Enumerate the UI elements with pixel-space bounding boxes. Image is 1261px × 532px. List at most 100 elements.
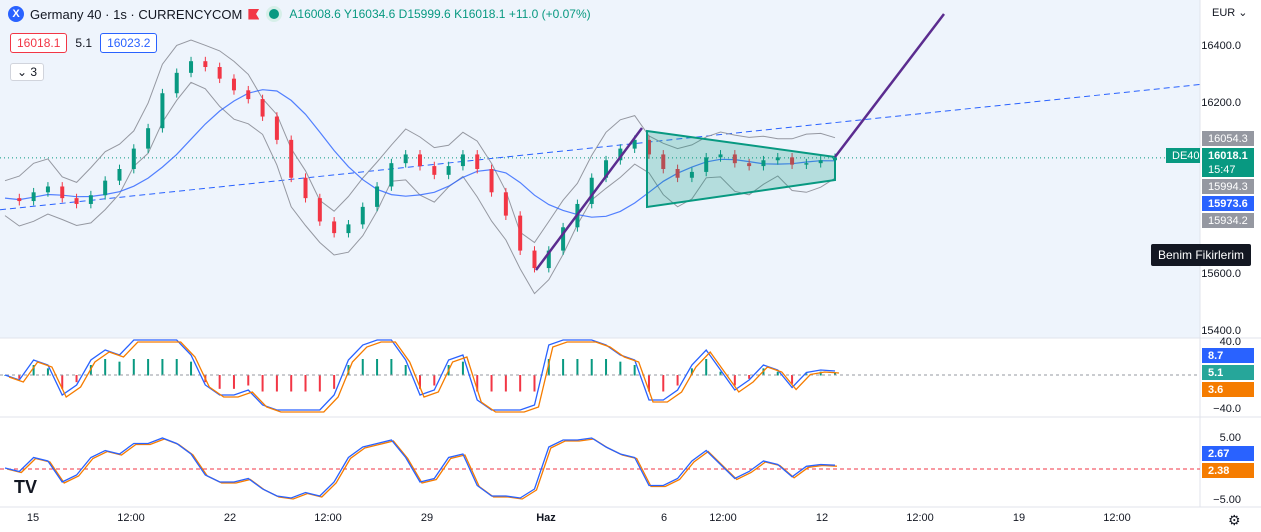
macd-hist-bar [190,361,193,376]
macd-hist-bar [791,375,794,384]
macd-hist-bar [390,359,393,376]
candle-body [31,192,36,202]
macd-hist-bar [662,375,665,392]
candle-body [317,198,322,222]
time-label: 15 [26,512,40,524]
candle-body [532,250,537,269]
macd-hist-bar [290,375,293,392]
symbol-logo-icon: X [8,6,24,22]
candle-body [675,169,680,178]
macd-hist-bar [333,375,336,389]
candle-body [117,169,122,181]
macd-hist-bar [404,365,407,376]
macd-pane [0,338,1200,417]
macd-tick-top: 40.0 [1219,336,1241,348]
time-label: 12 [815,512,829,524]
candle-body [761,160,766,167]
macd-hist-bar [147,359,150,376]
candle-body [274,116,279,140]
macd-hist-bar [705,359,708,376]
macd-hist-bar [562,359,565,376]
ohlc-values: A16008.6 Y16034.6 D15999.6 K16018.1 +11.… [289,7,591,21]
macd-hist-bar [304,375,307,392]
upper-band-line [4,39,836,244]
last-price-tag: 16018.1 [1202,148,1254,163]
chevron-down-icon: ⌄ [17,65,28,79]
candle-body [60,186,65,199]
candle-body [775,157,780,161]
macd-hist-bar [433,375,436,386]
candle-body [375,186,380,207]
bid-price-box[interactable]: 16018.1 [10,33,68,53]
candle-body [718,154,723,158]
oscillator-pane [0,417,1200,507]
candle-body [503,192,508,216]
countdown-tag: 15:47 [1202,162,1254,177]
macd-hist-bar [719,371,722,376]
candle-body [646,139,651,155]
purple-trend-line [534,127,644,271]
macd-hist-bar [476,375,479,392]
macd-hist-bar [834,372,836,376]
macd-hist-bar [576,359,579,376]
symbol-legend[interactable]: X Germany 40 · 1s · CURRENCYCOM A16008.6… [8,6,591,22]
indicators-count: 3 [30,65,38,79]
time-label: 29 [420,512,434,524]
macd-hist-bar [275,375,278,392]
macd-hist-bar [118,361,121,376]
symbol-title[interactable]: Germany 40 · 1s · CURRENCYCOM [30,6,243,22]
candle-body [160,93,165,129]
candle-body [303,177,308,199]
candle-body [818,160,823,164]
upper-band-tag: 16054.3 [1202,131,1254,146]
candle-body [518,215,523,251]
gear-icon[interactable]: ⚙ [1228,512,1241,528]
candle-body [174,72,179,94]
candle-body [289,139,294,178]
bid-ask-row: 16018.1 5.1 16023.2 [10,33,158,53]
macd-hist-bar [318,375,321,392]
tradingview-logo[interactable]: TV [14,477,38,497]
macd-hist-bar [419,375,421,389]
candle-body [246,90,251,100]
candle-body [489,169,494,193]
candle-body [146,128,151,149]
candle-body [689,171,694,178]
ask-price-box[interactable]: 16023.2 [100,33,158,53]
macd-hist-bar [490,375,493,392]
macd-hist-bar [132,359,135,376]
macd-hist-bar [75,375,78,383]
candle-body [17,198,22,202]
candle-body [74,198,79,204]
osc-tick-bottom: −5.00 [1213,494,1241,506]
macd-hist-bar [361,359,364,376]
macd-hist-bar [247,375,250,386]
time-label: 12:00 [906,512,934,524]
indicators-toggle[interactable]: ⌄ 3 [10,63,45,81]
candle-body [260,99,265,117]
macd-hist-bar [676,375,679,386]
candle-body [346,224,351,234]
macd-hist-bar [748,375,751,379]
candle-body [460,154,465,167]
candle-body [632,139,637,149]
macd-hist-bar [776,371,779,376]
macd-hist-bar [61,375,64,389]
macd-hist-bar [461,361,464,376]
price-pane [0,0,1200,338]
moving-average-line [4,89,836,218]
candle-body [231,78,236,91]
lower-band-tag: 15934.2 [1202,213,1254,228]
macd-hist-bar [819,371,822,376]
currency-selector[interactable]: EUR ⌄ [1212,7,1248,19]
macd-hist-bar [547,359,550,376]
candle-body [88,195,93,204]
macd-tick-bottom: −40.0 [1213,403,1241,415]
macd-hist-bar [690,368,693,376]
candle-body [618,148,623,161]
macd-hist-bar [733,375,736,386]
flag-icon[interactable] [248,8,260,20]
osc-tick-top: 5.00 [1219,432,1241,444]
macd-hist-bar [261,375,264,392]
